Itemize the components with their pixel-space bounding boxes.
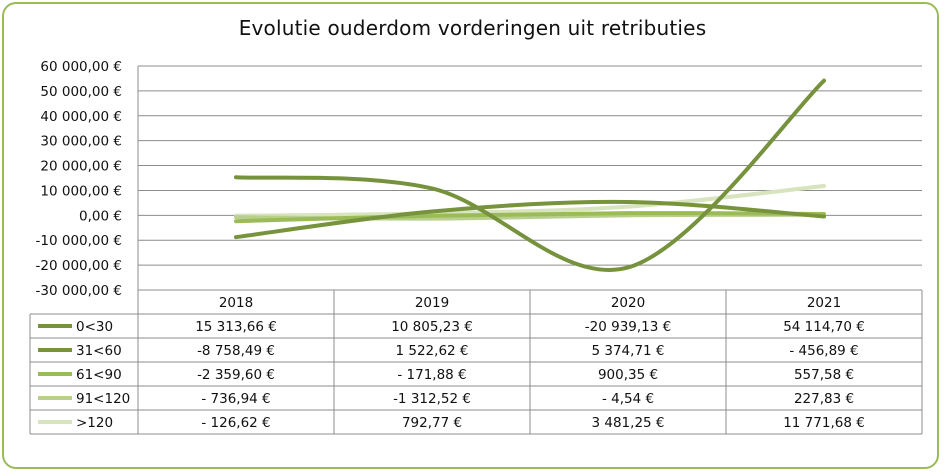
category-label: 2018 [219, 295, 253, 311]
data-label: 11 771,68 € [783, 415, 865, 431]
category-label: 2020 [611, 295, 645, 311]
series-name: 61<90 [76, 367, 122, 383]
data-label: - 171,88 € [397, 367, 466, 383]
data-label: - 736,94 € [201, 391, 270, 407]
category-label: 2019 [415, 295, 449, 311]
y-tick-label: 40 000,00 € [40, 109, 122, 125]
data-label: 10 805,23 € [391, 319, 473, 335]
data-label: 227,83 € [794, 391, 854, 407]
data-label: - 4,54 € [602, 391, 654, 407]
series-name: 31<60 [76, 343, 122, 359]
data-label: - 126,62 € [201, 415, 270, 431]
chart-frame [2, 2, 939, 469]
series-name: 91<120 [76, 391, 130, 407]
y-tick-label: -20 000,00 € [36, 258, 122, 274]
data-label: -1 312,52 € [393, 391, 471, 407]
series-name: 0<30 [76, 319, 113, 335]
data-label: 792,77 € [402, 415, 462, 431]
y-tick-label: 20 000,00 € [40, 159, 122, 175]
data-label: 54 114,70 € [783, 319, 865, 335]
y-tick-label: -10 000,00 € [36, 233, 122, 249]
chart-title: Evolutie ouderdom vorderingen uit retrib… [238, 16, 707, 40]
data-label: - 456,89 € [789, 343, 858, 359]
data-label: 3 481,25 € [592, 415, 665, 431]
series-line-0 [234, 78, 826, 272]
y-tick-label: 10 000,00 € [40, 183, 122, 199]
series-line-4 [234, 184, 826, 218]
data-label: 5 374,71 € [592, 343, 665, 359]
y-tick-label: 0,00 € [79, 208, 122, 224]
data-label: 15 313,66 € [195, 319, 277, 335]
series-name: >120 [76, 415, 113, 431]
data-label: -8 758,49 € [197, 343, 275, 359]
series-line-2 [234, 211, 826, 224]
data-label: -20 939,13 € [585, 319, 671, 335]
category-label: 2021 [807, 295, 841, 311]
data-label: 557,58 € [794, 367, 854, 383]
y-tick-label: 50 000,00 € [40, 84, 122, 100]
data-label: 900,35 € [598, 367, 658, 383]
y-tick-label: 30 000,00 € [40, 134, 122, 150]
data-label: -2 359,60 € [197, 367, 275, 383]
data-label: 1 522,62 € [396, 343, 469, 359]
y-tick-label: -30 000,00 € [36, 283, 122, 299]
series-line-1 [234, 199, 826, 240]
y-tick-label: 60 000,00 € [40, 59, 122, 75]
